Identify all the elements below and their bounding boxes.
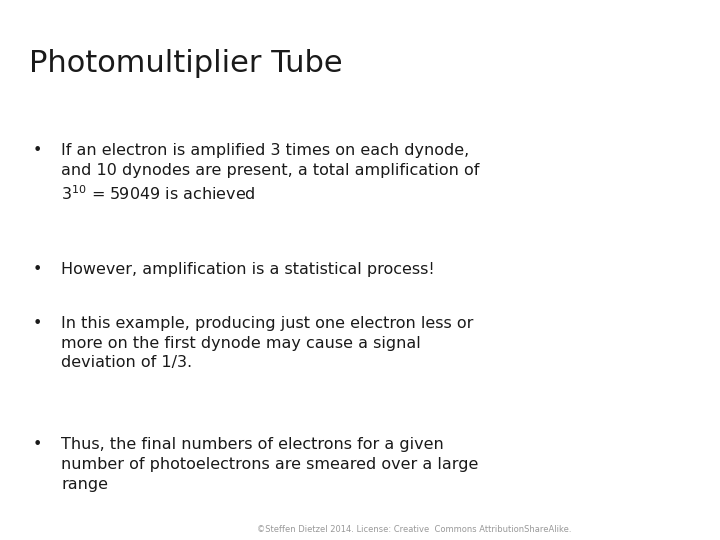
Text: •: • [32,316,42,331]
Text: Thus, the final numbers of electrons for a given
number of photoelectrons are sm: Thus, the final numbers of electrons for… [61,437,479,492]
Text: •: • [32,437,42,453]
Text: However, amplification is a statistical process!: However, amplification is a statistical … [61,262,435,277]
Text: If an electron is amplified 3 times on each dynode,
and 10 dynodes are present, : If an electron is amplified 3 times on e… [61,143,480,203]
Text: •: • [32,262,42,277]
Text: Photomultiplier Tube: Photomultiplier Tube [29,49,343,78]
Text: In this example, producing just one electron less or
more on the first dynode ma: In this example, producing just one elec… [61,316,474,370]
Text: •: • [32,143,42,158]
Text: ©Steffen Dietzel 2014. License: Creative  Commons AttributionShareAlike.: ©Steffen Dietzel 2014. License: Creative… [257,524,571,534]
